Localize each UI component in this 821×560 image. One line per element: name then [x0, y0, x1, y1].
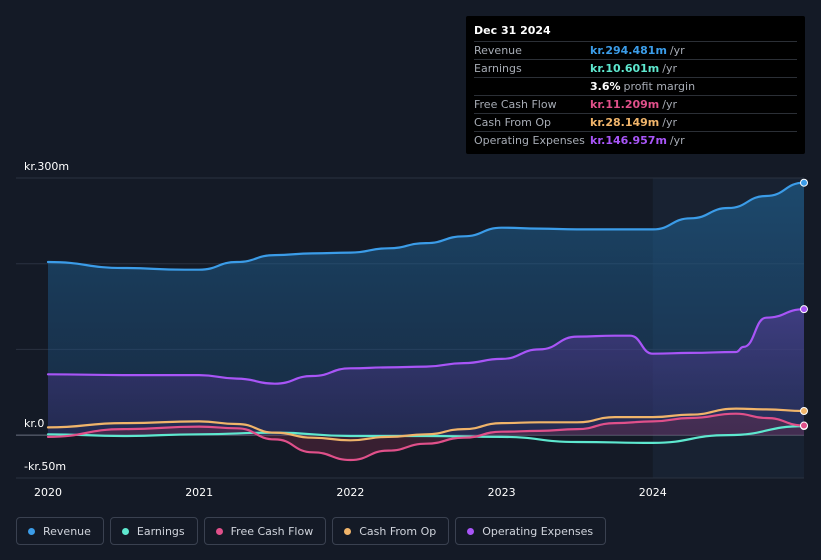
series-areas: [48, 182, 804, 460]
operating-expenses-endpoint: [800, 305, 808, 314]
tooltip-row-value: kr.11.209m: [590, 98, 660, 111]
tooltip-row-label: Cash From Op: [474, 116, 552, 129]
legend-item-earnings[interactable]: Earnings: [109, 517, 198, 545]
tooltip-row: Revenue kr.294.481m/yr: [474, 41, 797, 59]
tooltip-row: 3.6% profit margin: [474, 77, 797, 95]
tooltip-rows: Revenue kr.294.481m/yr Earnings kr.10.601m /…: [474, 41, 797, 149]
legend-item-free-cash-flow[interactable]: Free Cash Flow: [203, 517, 327, 545]
legend-label: Operating Expenses: [482, 524, 594, 538]
x-tick-label-2022: 2022: [336, 486, 365, 499]
free-cash-flow-endpoint: [800, 421, 808, 430]
x-tick-label-2020: 2020: [34, 486, 62, 499]
revenue-endpoint: [800, 178, 808, 187]
legend-item-cash-from-op[interactable]: Cash From Op: [332, 517, 450, 545]
tooltip-row-value: kr.294.481m: [590, 44, 667, 57]
tooltip-row: Free Cash Flow kr.11.209m/yr: [474, 95, 797, 113]
tooltip-row: Operating Expenses kr.146.957m/yr: [474, 131, 797, 149]
legend-label: Revenue: [43, 524, 91, 538]
tooltip-row-label: Free Cash Flow: [474, 98, 557, 111]
tooltip-row-unit: /yr: [662, 62, 678, 75]
legend-item-operating-expenses[interactable]: Operating Expenses: [455, 517, 607, 545]
x-tick-label-2023: 2023: [487, 486, 516, 499]
revenue-line: [46, 181, 806, 271]
x-tick-label-2021: 2021: [185, 486, 214, 499]
legend-label: Earnings: [136, 524, 185, 538]
tooltip-row-unit: profit margin: [623, 80, 696, 93]
tooltip-row-unit: /yr: [662, 116, 678, 129]
tooltip-row-unit: /yr: [669, 134, 685, 147]
tooltip-row-label: Operating Expenses: [474, 134, 585, 147]
tooltip-row-unit: /yr: [662, 98, 678, 111]
tooltip-row-unit: /yr: [669, 44, 685, 57]
legend-item-revenue[interactable]: Revenue: [16, 517, 104, 545]
tooltip-row-value: kr.146.957m: [590, 134, 667, 147]
x-tick-label-2024: 2024: [638, 486, 667, 499]
tooltip-date: Dec 31 2024: [474, 24, 551, 37]
legend-dot-icon: [344, 527, 352, 535]
legend-dot-icon: [215, 527, 223, 535]
series-endpoints: [800, 178, 808, 431]
legend-dot-icon: [121, 527, 129, 535]
y-axis-zero-label: kr.0: [24, 417, 45, 430]
tooltip-row: Cash From Op kr.28.149m/yr: [474, 113, 797, 131]
tooltip-row-value: kr.28.149m: [590, 116, 660, 129]
legend-label: Free Cash Flow: [230, 524, 314, 538]
tooltip-row-value: kr.10.601m: [590, 62, 660, 75]
operating-expenses-line: [46, 308, 806, 385]
legend-label: Cash From Op: [359, 524, 437, 538]
cash-from-op-endpoint: [800, 407, 808, 416]
cash-from-op-line: [46, 407, 806, 442]
operating-expenses-area: [48, 309, 804, 436]
chart-legend: Revenue Earnings Free Cash Flow Cash From O…: [16, 517, 607, 545]
tooltip-row-value: 3.6%: [590, 80, 621, 93]
tooltip-row: Earnings kr.10.601m/yr: [474, 59, 797, 77]
tooltip-row-label: Revenue: [474, 44, 522, 57]
legend-dot-icon: [28, 527, 35, 535]
series-lines: [46, 181, 806, 462]
tooltip-row-label: Earnings: [474, 62, 522, 75]
earnings-line: [46, 425, 806, 445]
y-axis-top-label: kr.300m: [24, 160, 70, 173]
legend-dot-icon: [467, 527, 475, 535]
y-axis-bottom-label: -kr.50m: [24, 460, 67, 473]
free-cash-flow-line: [46, 412, 806, 462]
data-tooltip: Dec 31 2024 Revenue kr.294.481m/yr Earning…: [466, 16, 805, 154]
